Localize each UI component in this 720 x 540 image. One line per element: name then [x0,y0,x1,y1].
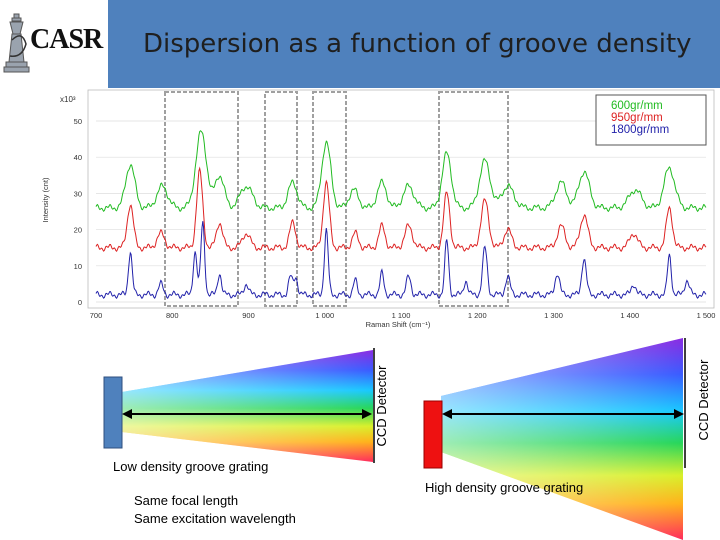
y-tick-label: 10 [74,262,82,271]
chess-king-logo-icon [3,13,30,73]
x-tick-label: 700 [90,311,103,320]
y-multiplier: x10³ [60,95,76,104]
x-tick-label: 1 200 [468,311,487,320]
high-density-detector-label: CCD Detector [696,359,711,441]
legend-item: 1800gr/mm [611,124,669,136]
x-tick-label: 1 100 [392,311,411,320]
legend-item: 600gr/mm [611,100,663,112]
low-density-label: Low density groove grating [113,459,268,474]
x-axis-label: Raman Shift (cm⁻¹) [366,320,431,329]
note-focal-length: Same focal length [134,493,238,508]
y-tick-label: 0 [78,298,82,307]
x-tick-label: 1 400 [620,311,639,320]
logo-area: CASR [0,0,108,88]
y-tick-label: 40 [74,153,82,162]
low-density-grating [103,376,123,449]
x-tick-label: 900 [242,311,255,320]
high-density-diagram: CCD Detector High density groove grating [423,338,711,540]
x-tick-label: 800 [166,311,179,320]
x-axis-ticks: 700 800 900 1 000 1 100 1 200 1 300 1 400 1 500 [90,311,716,320]
note-excitation-wavelength: Same excitation wavelength [134,511,296,526]
low-density-detector-label: CCD Detector [374,365,389,447]
series-line [95,130,707,213]
x-tick-label: 1 000 [315,311,334,320]
legend-item: 950gr/mm [611,112,663,124]
y-axis-label: Intensity (cnt) [41,177,50,223]
high-density-label: High density groove grating [425,480,583,495]
high-density-grating [423,400,443,469]
low-density-diagram: CCD Detector Low density groove grating … [103,348,389,526]
y-tick-label: 30 [74,189,82,198]
series-line [95,221,707,300]
title-banner [108,0,720,88]
logo-text: CASR [30,24,103,55]
y-tick-label: 50 [74,117,82,126]
series-line [95,166,707,253]
x-tick-label: 1 500 [697,311,716,320]
y-tick-label: 20 [74,226,82,235]
x-tick-label: 1 300 [544,311,563,320]
page-title: Dispersion as a function of groove densi… [143,29,692,59]
y-axis-ticks: 0 10 20 30 40 50 [74,117,82,307]
series-lines [95,130,707,300]
